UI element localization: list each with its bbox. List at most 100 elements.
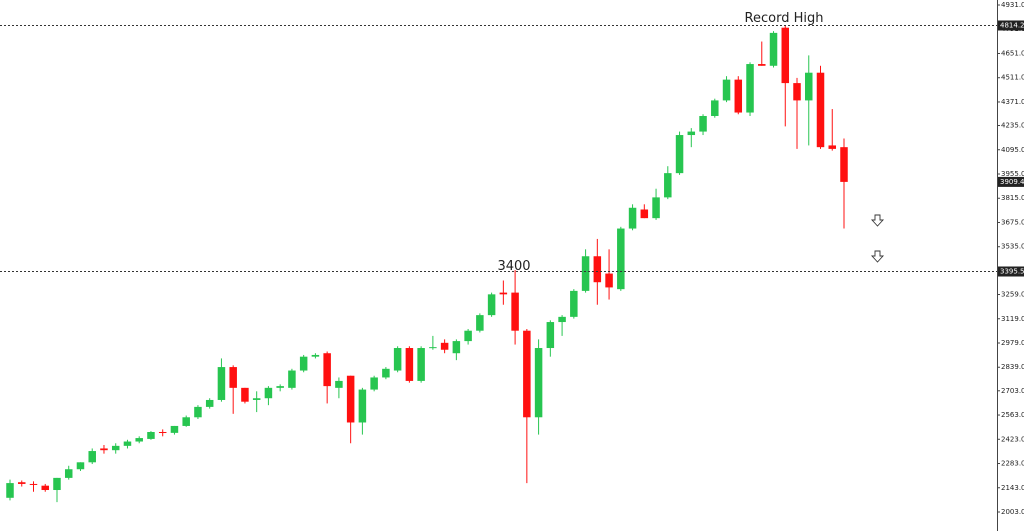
candle-body — [76, 462, 85, 470]
candle-body — [711, 100, 719, 116]
candle-body — [499, 292, 508, 295]
candle-body — [605, 273, 613, 288]
y-tick-label: 2143.0 — [1001, 484, 1024, 492]
candle-body — [816, 72, 825, 148]
candle-body — [194, 406, 202, 418]
candle-body — [805, 72, 813, 101]
y-tick-label: 3119.0 — [1001, 315, 1024, 323]
candle-body — [828, 145, 837, 149]
level-label: 4814.2 — [1000, 22, 1024, 30]
y-tick-label: 2283.0 — [1001, 460, 1024, 468]
candle-body — [687, 131, 696, 136]
candle-body — [746, 64, 754, 113]
candle-body — [593, 256, 602, 283]
candle-body — [111, 445, 120, 451]
candle-body — [53, 477, 61, 491]
candle-body — [88, 451, 96, 463]
candle-body — [276, 386, 284, 388]
candle-body — [640, 209, 649, 219]
y-tick-label: 4931.0 — [1001, 1, 1024, 9]
y-tick-label: 4651.0 — [1001, 49, 1024, 57]
y-tick-label: 2839.0 — [1001, 363, 1024, 371]
candle-body — [523, 330, 531, 418]
candle-body — [570, 290, 578, 317]
candle-body — [205, 399, 214, 407]
candle-body — [781, 27, 790, 84]
candle-body — [229, 367, 237, 388]
candle-body — [217, 367, 226, 400]
y-tick-label: 2003.0 — [1001, 508, 1024, 516]
candle-body — [6, 483, 14, 498]
candle-body — [558, 316, 566, 323]
candle-body — [41, 485, 49, 491]
candle-body — [722, 79, 731, 101]
candle-body — [323, 353, 331, 387]
candle-body — [311, 354, 320, 357]
candle-body — [299, 356, 308, 371]
candle-body — [288, 370, 296, 388]
y-tick-label: 3535.0 — [1001, 243, 1024, 251]
down-arrow — [870, 214, 885, 227]
candle-body — [417, 348, 425, 381]
candle-body — [652, 197, 660, 219]
y-tick-label: 4511.0 — [1001, 74, 1024, 82]
y-tick-label: 2979.0 — [1001, 339, 1024, 347]
candle-body — [100, 448, 108, 451]
candle-body — [17, 482, 26, 484]
candle-body — [393, 348, 402, 371]
candle-body — [335, 380, 343, 388]
candle-body — [241, 387, 249, 402]
y-tick-label: 4371.0 — [1001, 98, 1024, 106]
level-label: 3395.5 — [1000, 268, 1024, 276]
candle-body — [664, 173, 672, 198]
candle-body — [440, 342, 449, 350]
candle-body — [264, 387, 273, 399]
candle-body — [793, 83, 801, 101]
candle-body — [546, 322, 555, 349]
candle-body — [346, 375, 355, 423]
candle-body — [699, 115, 707, 132]
candle-body — [123, 441, 132, 446]
level-box — [998, 20, 1024, 31]
candle-body — [534, 348, 543, 418]
candle-body — [170, 425, 179, 433]
candle-body — [758, 64, 766, 66]
candle-body — [581, 256, 590, 291]
y-tick-label: 2563.0 — [1001, 411, 1024, 419]
candle-body — [147, 432, 155, 439]
y-tick-label: 4095.0 — [1001, 146, 1024, 154]
candle-body — [29, 483, 38, 485]
candle-body — [429, 347, 437, 349]
level-box — [998, 266, 1024, 277]
candle-body — [405, 348, 414, 381]
y-tick-label: 2703.0 — [1001, 387, 1024, 395]
candle-body — [464, 330, 472, 342]
candle-body — [511, 292, 519, 331]
annotation: 3400 — [497, 259, 530, 274]
candle-body — [628, 207, 637, 229]
candle-body — [158, 432, 167, 434]
candle-body — [358, 389, 367, 423]
candle-body — [135, 438, 143, 442]
candle-body — [675, 135, 684, 174]
y-tick-label: 3815.0 — [1001, 194, 1024, 202]
candle-body — [252, 398, 261, 400]
candle-body — [840, 147, 848, 182]
down-arrow — [870, 250, 885, 263]
y-tick-label: 3955.0 — [1001, 170, 1024, 178]
candle-body — [182, 417, 190, 426]
y-tick-label: 4235.0 — [1001, 122, 1024, 130]
last-price-box — [998, 176, 1024, 187]
y-tick-label: 3259.0 — [1001, 291, 1024, 299]
candle-body — [382, 368, 390, 378]
last-price-label: 3909.4 — [1000, 178, 1024, 186]
candle-body — [617, 228, 625, 290]
candle-body — [734, 79, 743, 113]
candle-body — [370, 377, 378, 390]
y-tick-label: 3675.0 — [1001, 218, 1024, 226]
annotation: Record High — [745, 11, 824, 26]
y-tick-label: 2423.0 — [1001, 435, 1024, 443]
